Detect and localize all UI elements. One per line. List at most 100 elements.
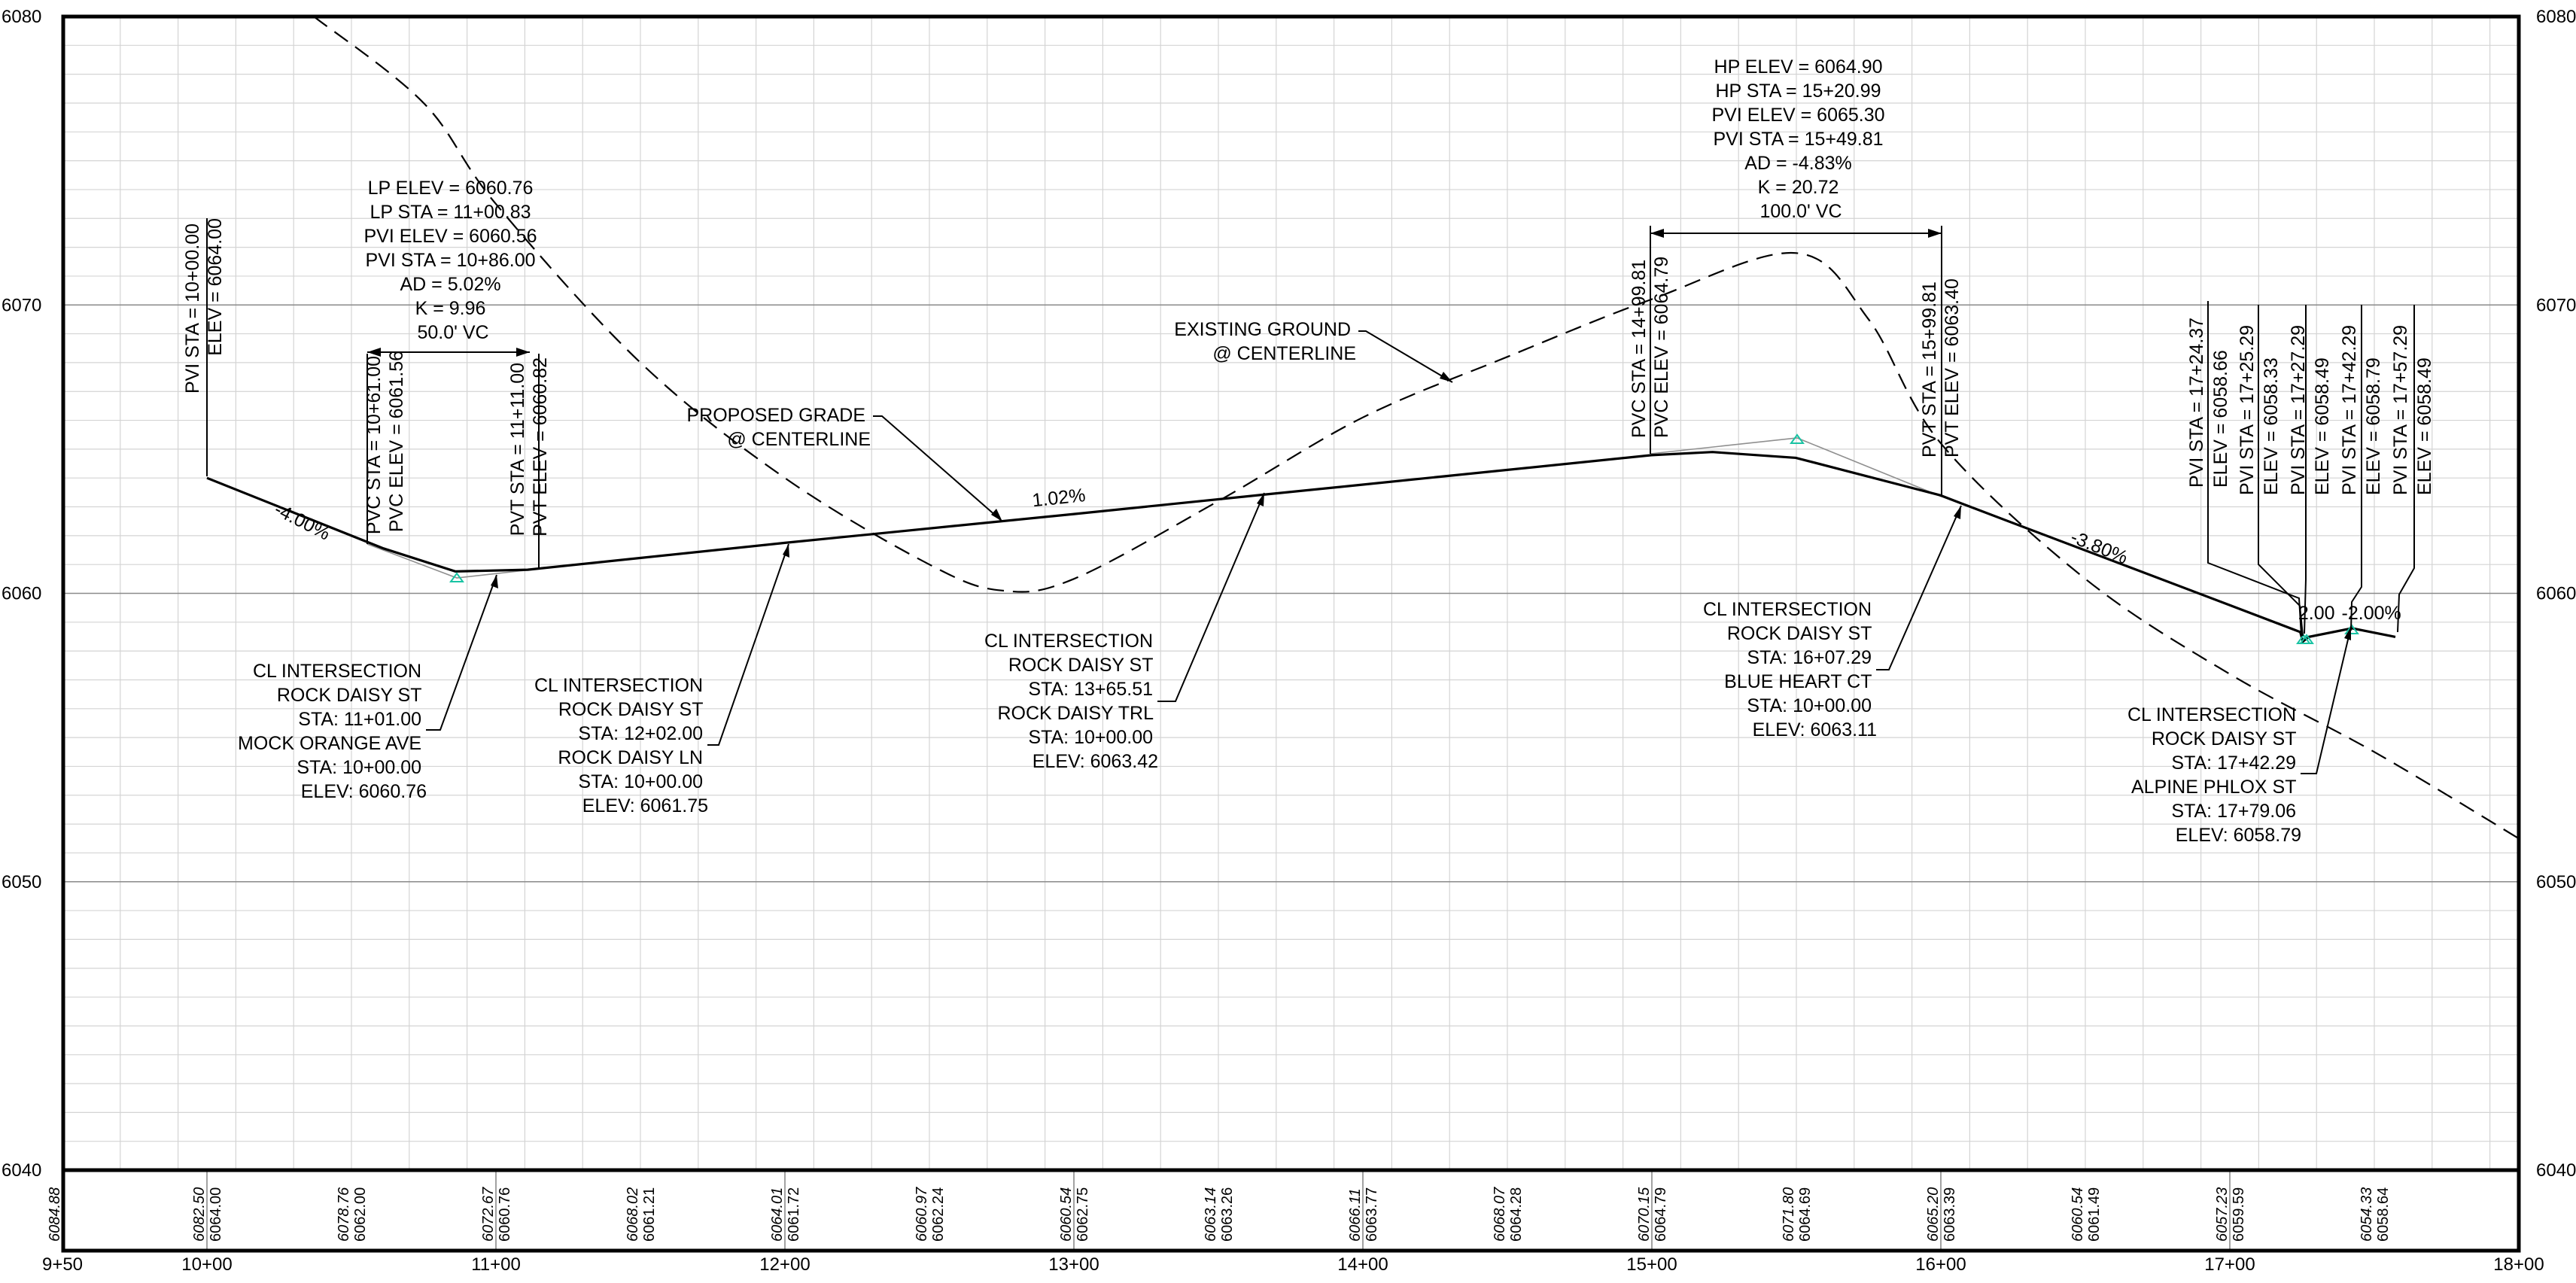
proposed-grade-leader [873,415,1003,522]
table-proposed-elev: 6061.21 [641,1187,658,1242]
table-existing-elev: 6078.76 [336,1187,352,1242]
y-tick-label: 6040 [2,1160,41,1181]
svg-text:PVI STA = 17+25.29 ELEV: PVI STA = 17+25.29 ELEV = 6058.33 [2237,320,2282,495]
svg-text:PVI STA = 17+24.37 ELEV: PVI STA = 17+24.37 ELEV = 6058.66 [2186,312,2231,488]
table-existing-elev: 6057.23 [2214,1187,2231,1242]
grid [63,16,2519,1171]
elevation-table: 6084.88 6082.50 6064.00 6078.76 6062.00 6072.… [47,1170,2520,1251]
table-existing-elev: 6060.54 [1058,1187,1075,1242]
arrow-head [491,575,498,588]
table-proposed-elev: 6063.26 [1219,1187,1236,1242]
pvt1-label: PVT STA = 11+11.00 PVT ELEV = 6060.82 [507,357,551,537]
intersection-rock-daisy-trl: CL INTERSECTION ROCK DAISY ST STA: 13+65… [984,631,1158,772]
vertical-curve-tangent-1 [366,543,540,579]
pvi-marker [449,572,464,582]
table-proposed-elev: 6062.00 [352,1187,369,1242]
x-axis: 9+50 10+00 11+00 12+00 13+00 14+00 15+00 16+00 1… [42,1254,2544,1275]
table-existing-elev: 6082.50 [191,1187,208,1242]
svg-text:PVI STA = 17+42.29 ELEV: PVI STA = 17+42.29 ELEV = 6058.79 [2339,320,2384,495]
table-proposed-elev: 6059.59 [2231,1187,2247,1242]
x-tick-label: 13+00 [1048,1254,1099,1275]
table-existing-elev: 6071.80 [1781,1187,1797,1242]
intersection-blue-heart-leader [1876,505,1962,670]
intersection-alpine-phlox: CL INTERSECTION ROCK DAISY ST STA: 17+42… [2127,704,2301,846]
arrow-head [1954,506,1961,519]
table-proposed-elev: 6062.75 [1075,1187,1091,1242]
existing-ground-label: EXISTING GROUND @ CENTERLINE [1174,319,1356,364]
y-tick-label: 6060 [2536,584,2576,604]
pvi-markers [449,433,2359,644]
y-tick-label: 6070 [2,295,41,315]
x-tick-label: 11+00 [471,1254,521,1275]
table-proposed-elev: 6062.24 [930,1187,947,1242]
y-tick-label: 6080 [2536,7,2576,27]
intersection-mock-orange-leader [426,574,497,731]
proposed-grade-line [206,451,2396,644]
arrow-head [783,544,789,558]
drawing-frame [61,14,2521,1253]
table-existing-elev: 6084.88 [47,1187,63,1242]
y-tick-label: 6060 [2,584,41,604]
table-existing-elev: 6063.14 [1203,1187,1219,1242]
y-tick-label: 6050 [2536,872,2576,892]
table-proposed-elev: 6063.77 [1364,1187,1380,1242]
intersection-mock-orange: CL INTERSECTION ROCK DAISY ST STA: 11+01… [238,661,427,802]
pvi-marker [2299,634,2314,644]
curve2-data: HP ELEV = 6064.90 HP STA = 15+20.99 PVI … [1712,56,1890,222]
y-tick-label: 6040 [2536,1160,2576,1181]
intersection-blue-heart: CL INTERSECTION ROCK DAISY ST STA: 16+07… [1703,599,1877,740]
y-tick-label: 6070 [2536,295,2576,315]
y-tick-label: 6050 [2,872,41,892]
table-existing-elev: 6060.54 [2070,1187,2086,1242]
intersection-rock-daisy-ln: CL INTERSECTION ROCK DAISY ST STA: 12+02… [534,675,708,816]
intersection-rock-daisy-ln-leader [707,543,789,746]
x-tick-label: 16+00 [1915,1254,1966,1275]
x-tick-label: 12+00 [759,1254,810,1275]
y-tick-label: 6080 [2,7,41,27]
existing-ground-line [313,16,2520,840]
proposed-grade-label: PROPOSED GRADE @ CENTERLINE [686,405,871,450]
vertical-curve-tangent-2 [1650,437,1942,497]
grade-label: 2.00 [2298,603,2335,624]
x-tick-label: 15+00 [1626,1254,1677,1275]
intersection-alpine-phlox-leader [2301,626,2352,774]
y-axis-left: 6040 6050 6060 6070 6080 [2,7,41,1181]
table-existing-elev: 6068.07 [1492,1187,1508,1242]
x-tick-label: 17+00 [2204,1254,2255,1275]
pvc1-label: PVC STA = 10+61.00 PVC ELEV = 6061.56 [363,351,407,534]
pvi-start-label: PVI STA = 10+00.00 ELEV = 6064.00 [182,218,226,394]
table-proposed-elev: 6064.69 [1797,1187,1814,1242]
arrow-head [1257,493,1264,506]
table-proposed-elev: 6064.79 [1653,1187,1669,1242]
table-proposed-elev: 6060.76 [497,1187,513,1242]
table-proposed-elev: 6061.49 [2086,1187,2103,1242]
table-existing-elev: 6060.97 [914,1187,930,1242]
table-proposed-elev: 6064.00 [208,1187,224,1242]
x-tick-label: 14+00 [1337,1254,1388,1275]
pvi-marker [2344,624,2359,634]
existing-ground-arrow [1440,372,1452,382]
table-proposed-elev: 6061.72 [786,1187,802,1242]
table-existing-elev: 6072.67 [480,1187,497,1242]
existing-ground-leader [1358,330,1453,383]
table-existing-elev: 6054.33 [2359,1187,2375,1242]
table-existing-elev: 6070.15 [1636,1187,1653,1242]
pvi-group-labels: PVI STA = 17+24.37 ELEV = 6058.66 PVI ST… [2186,301,2435,637]
table-proposed-elev: 6064.28 [1508,1187,1525,1242]
x-tick-label: 10+00 [181,1254,232,1275]
y-axis-right: 6040 6050 6060 6070 6080 [2536,7,2576,1181]
x-tick-label: 9+50 [42,1254,83,1275]
table-existing-elev: 6066.11 [1347,1188,1364,1242]
table-existing-elev: 6065.20 [1925,1187,1942,1242]
table-existing-elev: 6064.01 [769,1187,786,1242]
arrow-head [2344,627,2351,640]
curve1-dimension [367,348,530,357]
pvi-marker [1790,433,1805,444]
proposed-grade-arrow [991,509,1002,521]
pvc2-label: PVC STA = 14+99.81 PVC ELEV = 6064.79 [1629,254,1672,438]
table-existing-elev: 6068.02 [625,1187,641,1242]
curve2-dimension [1650,229,1942,238]
pvt2-label: PVT STA = 15+99.81 PVT ELEV = 6063.40 [1919,276,1963,458]
intersection-rock-daisy-trl-leader [1157,492,1265,702]
